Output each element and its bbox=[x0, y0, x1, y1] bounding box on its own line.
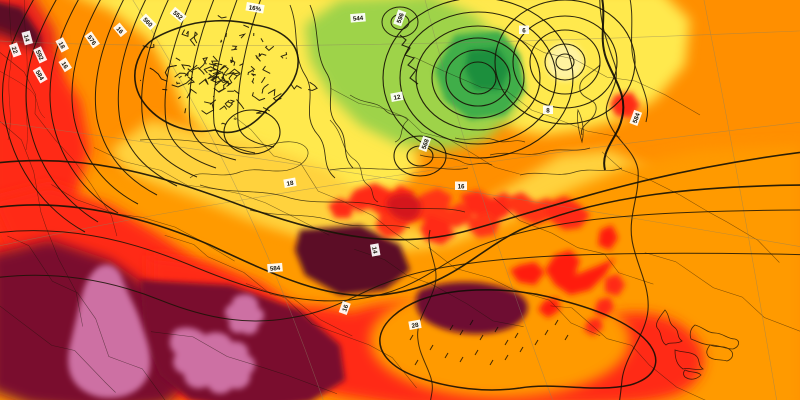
svg-text:16: 16 bbox=[458, 183, 465, 190]
svg-text:544: 544 bbox=[353, 15, 364, 23]
svg-text:6: 6 bbox=[522, 27, 526, 34]
svg-text:8: 8 bbox=[546, 107, 550, 114]
svg-text:584: 584 bbox=[270, 265, 281, 273]
